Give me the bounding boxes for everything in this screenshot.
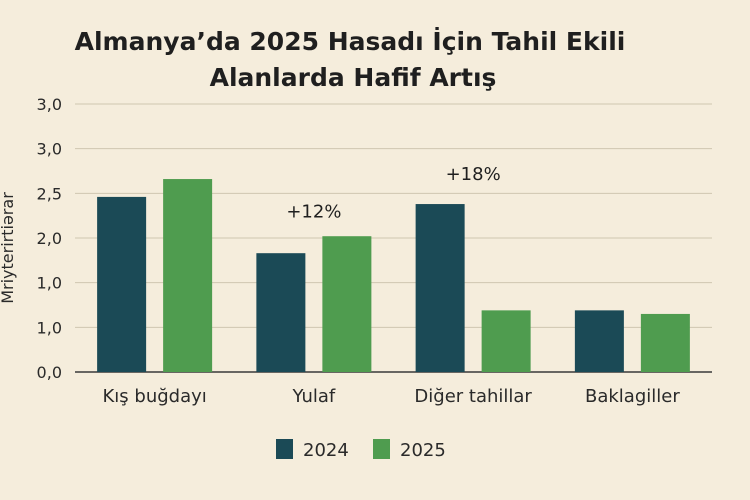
y-ticks: 0,0 1,0 1,0 2,0 2,5 3,0 3,0 (37, 95, 62, 382)
bar-2024 (256, 253, 306, 372)
bar-2025 (481, 310, 531, 372)
annotations: +12% +18% (286, 164, 500, 223)
bar-2025 (640, 313, 690, 372)
legend-label: 2025 (400, 440, 446, 461)
chart-title-line-1: Almanya’da 2025 Hasadı İçin Tahil Ekili (75, 26, 626, 56)
y-tick-label: 1,0 (37, 318, 62, 337)
y-tick-label: 1,0 (37, 274, 62, 293)
legend-swatch-2025 (373, 439, 390, 459)
y-tick-label: 0,0 (37, 363, 62, 382)
legend: 2024 2025 (276, 439, 446, 461)
annotation-label: +12% (286, 201, 341, 222)
bar-2024 (415, 204, 465, 372)
y-tick-label: 3,0 (37, 140, 62, 159)
chart-title-line-2: Alanlarda Hafif Artış (210, 63, 497, 92)
bar-2025 (163, 179, 213, 372)
bar-2025 (322, 236, 372, 372)
legend-swatch-2024 (276, 439, 293, 459)
x-ticks: Kış buğdayı Yulaf Diğer tahillar Baklagille… (102, 386, 680, 407)
x-tick-label: Diğer tahillar (414, 386, 532, 407)
x-tick-label: Kış buğdayı (102, 386, 206, 407)
bars (97, 179, 690, 372)
legend-label: 2024 (303, 440, 349, 461)
y-axis-label: Mriyterirtiərar (0, 192, 17, 304)
bar-2024 (97, 196, 147, 372)
annotation-label: +18% (446, 164, 501, 185)
y-tick-label: 2,5 (37, 184, 62, 203)
x-tick-label: Yulaf (292, 386, 336, 407)
y-tick-label: 3,0 (37, 95, 62, 114)
bar-2024 (574, 310, 624, 372)
y-tick-label: 2,0 (37, 229, 62, 248)
x-tick-label: Baklagiller (585, 386, 680, 407)
